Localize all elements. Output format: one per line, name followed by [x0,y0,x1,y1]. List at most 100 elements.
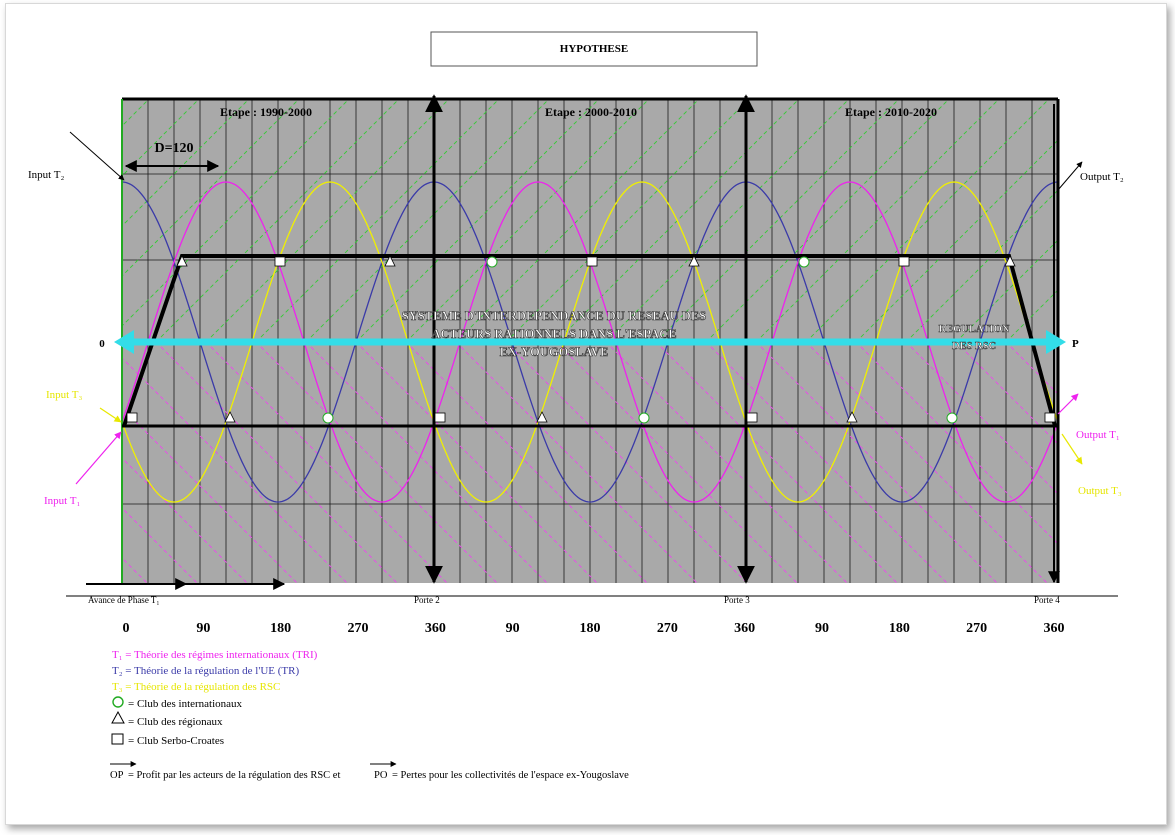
club-internationaux-marker [638,412,650,424]
input-t3-label: Input T₃ [46,389,82,401]
club-markers [126,255,1056,424]
club-internationaux-icon [112,696,124,708]
stage-label-1: Etape : 1990-2000 [220,105,312,119]
phase-label-porte-4: Porte 4 [1034,595,1060,605]
op-label: OP [110,770,124,781]
club-internationaux-marker [486,256,498,268]
title-box [430,31,758,67]
figure-page: HYPOTHESE Etape : 1990-2000 Etape : 2000… [5,3,1167,825]
magenta-diagonal-line [405,341,648,583]
magenta-diagonal-line [855,341,1058,545]
magenta-diagonal-line [905,341,1058,495]
club-serbo-croates-marker [434,412,446,423]
x-tick-labels: 0 90 180 270 360 90 180 270 360 90 180 270 360 [123,621,1065,636]
magenta-diagonal-line [505,341,748,583]
input-t2-arrow [69,131,125,181]
club-internationaux-marker [798,256,810,268]
system-text-line-3: EX-YOUGOSLAVE [500,345,609,359]
green-diagonal-line [6,92,56,342]
club-serbo-croates-marker [746,412,758,423]
x-tick-label: 180 [270,621,291,636]
club-internationaux-marker [322,412,334,424]
x-tick-label: 90 [506,621,520,636]
system-text-line-1: SYSTEME D'INTERDEPENDANCE DU RESEAU DES [402,309,706,323]
green-diagonal-line [1055,339,1058,343]
magenta-diagonal-line [605,341,848,583]
magenta-diagonal-hatching [122,341,1166,592]
output-t3-arrow [1061,433,1083,465]
legend-footer-profit: = Profit par les acteurs de la régulatio… [128,770,340,781]
magenta-diagonal-line [122,507,198,583]
green-diagonal-line [455,99,700,343]
green-diagonal-line [122,99,350,327]
club-serbo-croates-icon [111,733,124,745]
hypothesis-diagram: HYPOTHESE Etape : 1990-2000 Etape : 2000… [6,31,1166,781]
diagram-title: HYPOTHESE [560,43,628,55]
green-diagonal-line [1005,289,1058,343]
legend-footer-pertes: = Pertes pour les collectivités de l'esp… [392,770,629,781]
green-diagonal-line [6,92,106,342]
green-diagonal-line [122,99,250,227]
green-diagonal-line [905,189,1058,343]
green-diagonal-line [505,99,750,343]
club-serbo-croates-marker [898,256,910,267]
stage-label-2: Etape : 2000-2010 [545,105,637,119]
magenta-diagonal-line [1156,342,1166,592]
green-diagonal-line [655,99,900,343]
green-diagonal-line [955,239,1058,343]
magenta-diagonal-line [122,357,348,583]
x-tick-label: 270 [966,621,987,636]
club-regionaux-marker [384,255,396,267]
club-serbo-croates-marker [1044,412,1056,423]
club-serbo-croates-marker [274,256,286,267]
magenta-diagonal-line [455,341,698,583]
output-t2-label: Output T₂ [1080,171,1124,183]
green-diagonal-line [205,99,450,343]
x-tick-label: 360 [425,621,446,636]
input-t2-label: Input T₂ [28,169,64,181]
magenta-diagonal-line [205,341,448,583]
magenta-diagonal-line [955,341,1058,445]
axis-right-arrowhead [1046,330,1066,354]
club-regionaux-marker [846,411,858,423]
magenta-diagonal-line [122,457,248,583]
output-t1-label: Output T₁ [1076,429,1120,441]
curve-t2 [122,181,1058,503]
output-t3-label: Output T₃ [1078,485,1122,497]
green-diagonal-line [1156,92,1166,342]
po-label: PO [374,770,388,781]
output-t2-arrow [1057,161,1083,191]
green-diagonal-line [555,99,800,343]
magenta-diagonal-line [255,341,498,583]
magenta-diagonal-line [1005,341,1058,395]
green-diagonal-line [122,99,300,277]
phase-label-avance: Avance de Phase T₁ [88,595,160,605]
output-t1-arrow [1057,393,1079,415]
green-diagonal-line [855,139,1058,343]
legend-t2: T₂ = Théorie de la régulation de l'UE (T… [112,665,299,677]
club-regionaux-marker [176,255,188,267]
system-text-line-2: ACTEURS RATIONNELS DANS L'ESPACE [431,327,676,341]
green-diagonal-line [755,99,1000,343]
club-regionaux-marker [688,255,700,267]
green-diagonal-line [405,99,650,343]
magenta-diagonal-line [655,341,898,583]
green-diagonal-line [155,99,400,343]
magenta-diagonal-line [1055,341,1058,345]
regulation-text-line-2: DES RSC [952,341,996,352]
green-diagonal-line [605,99,850,343]
club-regionaux-icon [111,710,125,724]
regulation-text-line-1: REGULATION [939,324,1010,335]
magenta-diagonal-line [805,341,1048,583]
x-tick-label: 0 [123,621,130,636]
magenta-diagonal-line [555,341,798,583]
x-tick-label: 90 [815,621,829,636]
legend-club-internationaux: = Club des internationaux [128,698,243,710]
x-tick-label: 180 [580,621,601,636]
axis-left-label: 0 [99,338,105,350]
legend-club-serbo-croates: = Club Serbo-Croates [128,735,224,747]
input-t3-arrow [99,407,122,423]
phase-label-porte-2: Porte 2 [414,595,440,605]
d-label: D=120 [154,141,193,156]
magenta-diagonal-line [355,341,598,583]
